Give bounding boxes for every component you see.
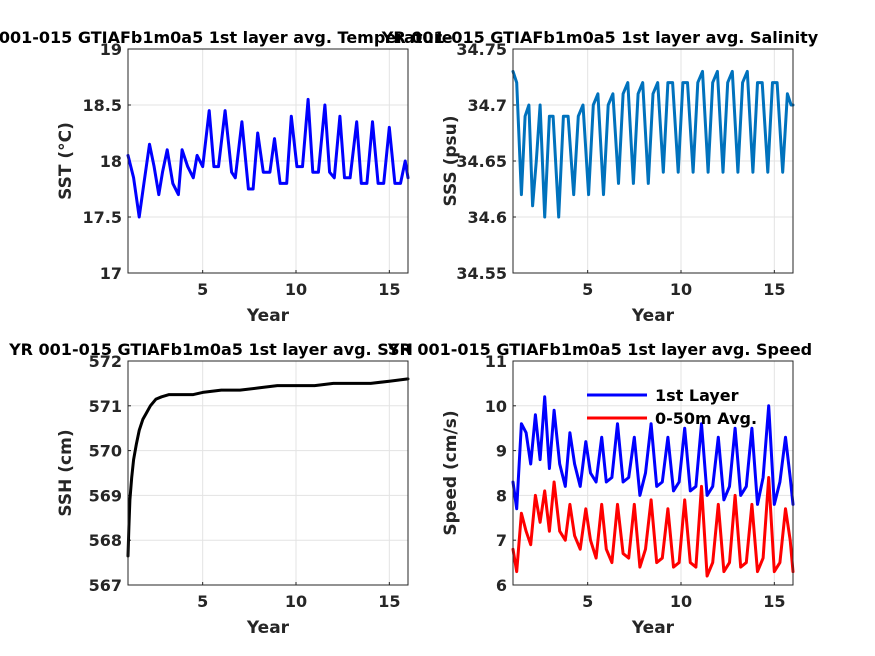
x-axis-label: Year (631, 618, 675, 638)
series-line-1 (126, 97, 410, 219)
axes-box (127, 48, 409, 274)
y-tick-label: 34.7 (468, 96, 507, 115)
y-tick-label: 570 (89, 442, 122, 461)
chart-panel-4: 5 10 15 6 7 8 9 10 11 Year Speed (cm/s) 1st Layer 0-… (441, 352, 795, 638)
y-axis-label: SSS (psu) (441, 115, 461, 206)
chart-title: YR 001-015 GTIAFb1m0a5 1st layer avg. Te… (0, 28, 453, 47)
y-tick-label: 6 (496, 576, 507, 595)
y-axis-label: SST (°C) (56, 122, 76, 200)
x-tick-label: 10 (285, 280, 307, 299)
x-tick-label: 15 (763, 592, 785, 611)
y-tick-label: 18.5 (83, 96, 122, 115)
y-tick-label: 568 (89, 531, 122, 550)
y-tick-label: 10 (485, 397, 507, 416)
y-tick-label: 9 (496, 442, 507, 461)
axes-box (127, 360, 409, 586)
chart-panel-2: 5 10 15 34.55 34.6 34.65 34.7 34.75 Year SSS (psu… (441, 40, 795, 326)
x-tick-label: 5 (582, 592, 593, 611)
x-tick-label: 15 (378, 280, 400, 299)
chart-title: YR 001-015 GTIAFb1m0a5 1st layer avg. SS… (8, 340, 413, 359)
series-line-1 (511, 395, 795, 511)
series-line-1 (126, 377, 410, 558)
y-tick-label: 7 (496, 531, 507, 550)
x-tick-label: 10 (285, 592, 307, 611)
y-tick-label: 34.65 (456, 152, 507, 171)
y-tick-label: 34.75 (456, 40, 507, 59)
plot-area (513, 361, 793, 585)
y-axis-label: SSH (cm) (56, 429, 76, 516)
y-tick-label: 18 (100, 152, 122, 171)
chart-title: YR 001-015 GTIAFb1m0a5 1st layer avg. Sa… (381, 28, 819, 47)
x-tick-label: 15 (763, 280, 785, 299)
x-axis-label: Year (631, 306, 675, 326)
x-tick-label: 15 (378, 592, 400, 611)
series-line-1 (511, 69, 795, 219)
x-tick-label: 5 (197, 280, 208, 299)
y-tick-label: 17.5 (83, 208, 122, 227)
y-tick-label: 19 (100, 40, 122, 59)
legend-label: 0-50m Avg. (655, 409, 757, 428)
x-axis-label: Year (246, 618, 290, 638)
y-tick-label: 569 (89, 486, 122, 505)
plot-area (128, 361, 408, 585)
chart-panel-3: 5 10 15 567 568 569 570 571 572 Year SSH (cm) (56, 352, 410, 638)
y-tick-label: 567 (89, 576, 122, 595)
y-tick-label: 34.55 (456, 264, 507, 283)
x-tick-label: 5 (197, 592, 208, 611)
axes-box (512, 48, 794, 274)
chart-panel-1: 5 10 15 17 17.5 18 18.5 19 Year SST (°C) (56, 40, 410, 326)
y-tick-label: 17 (100, 264, 122, 283)
y-tick-label: 11 (485, 352, 507, 371)
legend: 1st Layer 0-50m Avg. (587, 386, 757, 428)
x-axis-label: Year (246, 306, 290, 326)
y-axis-label: Speed (cm/s) (441, 410, 461, 535)
series-line-2 (511, 476, 795, 578)
x-tick-label: 10 (670, 280, 692, 299)
y-tick-label: 34.6 (468, 208, 507, 227)
x-tick-label: 10 (670, 592, 692, 611)
chart-title: YR 001-015 GTIAFb1m0a5 1st layer avg. Sp… (387, 340, 812, 359)
axes-box (512, 360, 794, 586)
y-tick-label: 572 (89, 352, 122, 371)
y-tick-label: 8 (496, 486, 507, 505)
y-tick-label: 571 (89, 397, 122, 416)
legend-label: 1st Layer (655, 386, 739, 405)
x-tick-label: 5 (582, 280, 593, 299)
